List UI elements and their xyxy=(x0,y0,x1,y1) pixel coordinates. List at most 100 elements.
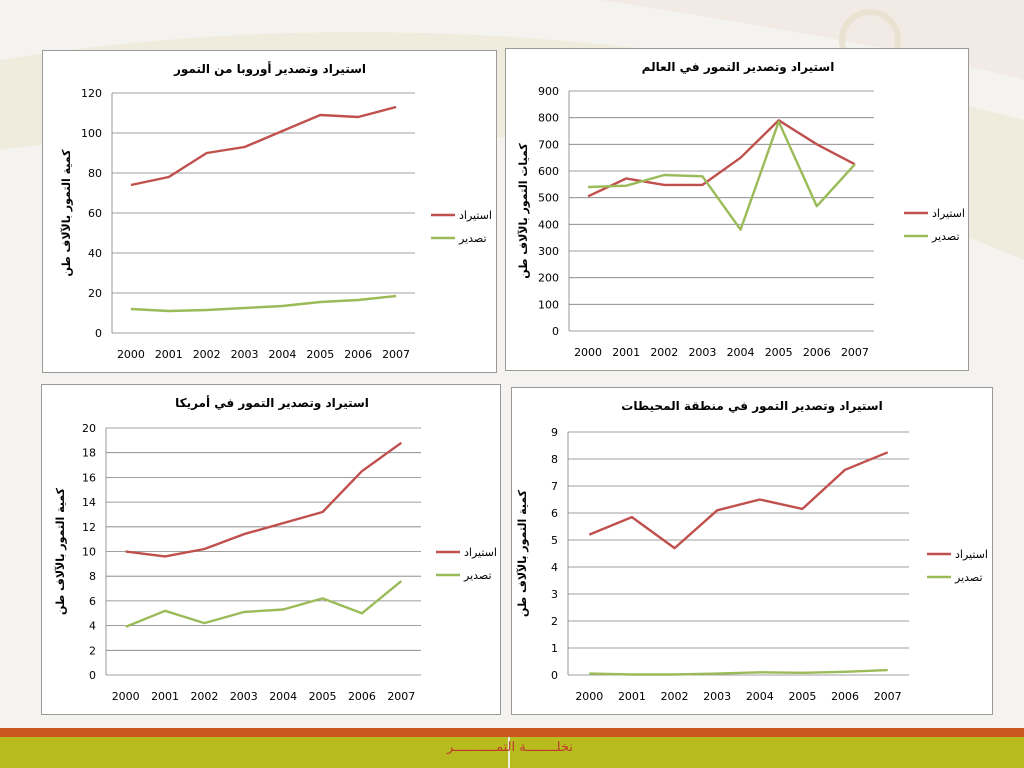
y-tick-label: 0 xyxy=(95,327,102,340)
y-tick-label: 2 xyxy=(89,644,96,657)
y-tick-label: 80 xyxy=(88,167,102,180)
chart-title: استيراد وتصدير أوروبا من التمور xyxy=(173,61,366,77)
y-tick-label: 100 xyxy=(538,298,559,311)
series-line-import xyxy=(587,119,856,198)
x-tick-label: 2004 xyxy=(746,690,774,703)
x-tick-label: 2003 xyxy=(688,346,716,359)
x-tick-label: 2006 xyxy=(348,690,376,703)
series-line-export xyxy=(125,580,403,628)
x-tick-label: 2002 xyxy=(661,690,689,703)
x-tick-label: 2001 xyxy=(618,690,646,703)
y-tick-label: 7 xyxy=(551,480,558,493)
x-tick-label: 2005 xyxy=(788,690,816,703)
x-tick-label: 2005 xyxy=(306,348,334,361)
legend-label: تصدير xyxy=(931,230,960,243)
y-tick-label: 6 xyxy=(89,595,96,608)
y-tick-label: 600 xyxy=(538,165,559,178)
legend-label: استيراد xyxy=(464,546,497,559)
x-tick-label: 2000 xyxy=(112,690,140,703)
chart-oceania: استيراد وتصدير التمور في منطقة المحيطات 0… xyxy=(511,387,993,715)
legend-label: استيراد xyxy=(932,207,965,220)
chart-america-svg: استيراد وتصدير التمور في أمريكا 0 2 4 6 8 10 12… xyxy=(54,395,497,703)
y-tick-label: 9 xyxy=(551,426,558,439)
series-line-export xyxy=(588,120,856,231)
x-tick-label: 2006 xyxy=(803,346,831,359)
legend-label: تصدير xyxy=(458,232,487,245)
y-axis-label: كمية التمور بالآلاف طن xyxy=(60,149,73,277)
x-tick-label: 2001 xyxy=(151,690,179,703)
footer-divider xyxy=(508,737,510,768)
y-axis-label: كمية التمور بالآلاف طن xyxy=(516,489,529,617)
chart-world-svg: استيراد وتصدير التمور في العالم 0 100 200 30… xyxy=(517,60,965,359)
chart-title: استيراد وتصدير التمور في العالم xyxy=(642,60,835,75)
y-tick-label: 12 xyxy=(82,521,96,534)
y-tick-label: 500 xyxy=(538,192,559,205)
y-tick-label: 3 xyxy=(551,588,558,601)
y-tick-label: 60 xyxy=(88,207,102,220)
x-tick-label: 2007 xyxy=(874,690,902,703)
x-tick-label: 2003 xyxy=(231,348,259,361)
y-tick-label: 300 xyxy=(538,245,559,258)
y-tick-label: 14 xyxy=(82,496,96,509)
y-tick-label: 200 xyxy=(538,272,559,285)
footer-caption: نخلــــــــة التمـــــــــــر xyxy=(447,740,573,755)
legend-label: تصدير xyxy=(463,569,492,582)
y-tick-label: 20 xyxy=(82,422,96,435)
series-line-export xyxy=(589,668,888,676)
x-tick-label: 2000 xyxy=(574,346,602,359)
footer-green-band xyxy=(0,737,1024,768)
y-tick-label: 900 xyxy=(538,85,559,98)
chart-europe: استيراد وتصدير أوروبا من التمور 0 20 40 60 80… xyxy=(42,50,497,373)
chart-america: استيراد وتصدير التمور في أمريكا 0 2 4 6 8 10 12… xyxy=(41,384,501,715)
y-tick-label: 0 xyxy=(552,325,559,338)
y-tick-label: 18 xyxy=(82,447,96,460)
y-tick-label: 40 xyxy=(88,247,102,260)
y-axis-label: كميات التمور بالآلاف طن xyxy=(517,143,530,279)
legend-label: استيراد xyxy=(459,209,492,222)
series-line-import xyxy=(130,105,397,187)
x-tick-label: 2004 xyxy=(268,348,296,361)
y-tick-label: 20 xyxy=(88,287,102,300)
y-tick-label: 5 xyxy=(551,534,558,547)
legend-label: استيراد xyxy=(955,548,988,561)
y-tick-label: 10 xyxy=(82,546,96,559)
y-tick-label: 4 xyxy=(89,620,96,633)
y-tick-label: 800 xyxy=(538,112,559,125)
chart-europe-svg: استيراد وتصدير أوروبا من التمور 0 20 40 60 80… xyxy=(60,61,492,361)
x-tick-label: 2007 xyxy=(387,690,415,703)
y-tick-label: 4 xyxy=(551,561,558,574)
x-tick-label: 2006 xyxy=(344,348,372,361)
x-tick-label: 2002 xyxy=(650,346,678,359)
x-tick-label: 2002 xyxy=(193,348,221,361)
y-tick-label: 0 xyxy=(551,669,558,682)
y-tick-label: 2 xyxy=(551,615,558,628)
x-tick-label: 2007 xyxy=(382,348,410,361)
chart-oceania-svg: استيراد وتصدير التمور في منطقة المحيطات 0… xyxy=(516,399,988,703)
x-tick-label: 2007 xyxy=(841,346,869,359)
chart-world: استيراد وتصدير التمور في العالم 0 100 200 30… xyxy=(505,48,969,371)
x-tick-label: 2001 xyxy=(155,348,183,361)
x-tick-label: 2006 xyxy=(831,690,859,703)
x-tick-label: 2005 xyxy=(309,690,337,703)
x-tick-label: 2004 xyxy=(727,346,755,359)
legend-label: تصدير xyxy=(954,571,983,584)
y-tick-label: 16 xyxy=(82,471,96,484)
x-tick-label: 2002 xyxy=(190,690,218,703)
series-line-export xyxy=(130,294,397,313)
footer-orange-band xyxy=(0,728,1024,737)
x-tick-label: 2005 xyxy=(765,346,793,359)
series-line-import xyxy=(125,441,403,558)
x-tick-label: 2004 xyxy=(269,690,297,703)
chart-title: استيراد وتصدير التمور في منطقة المحيطات xyxy=(621,399,882,414)
x-tick-label: 2003 xyxy=(703,690,731,703)
x-tick-label: 2001 xyxy=(612,346,640,359)
x-tick-label: 2003 xyxy=(230,690,258,703)
y-tick-label: 0 xyxy=(89,669,96,682)
y-tick-label: 120 xyxy=(81,87,102,100)
y-tick-label: 8 xyxy=(89,570,96,583)
x-tick-label: 2000 xyxy=(575,690,603,703)
chart-title: استيراد وتصدير التمور في أمريكا xyxy=(175,395,369,411)
y-tick-label: 8 xyxy=(551,453,558,466)
y-tick-label: 100 xyxy=(81,127,102,140)
x-tick-label: 2000 xyxy=(117,348,145,361)
